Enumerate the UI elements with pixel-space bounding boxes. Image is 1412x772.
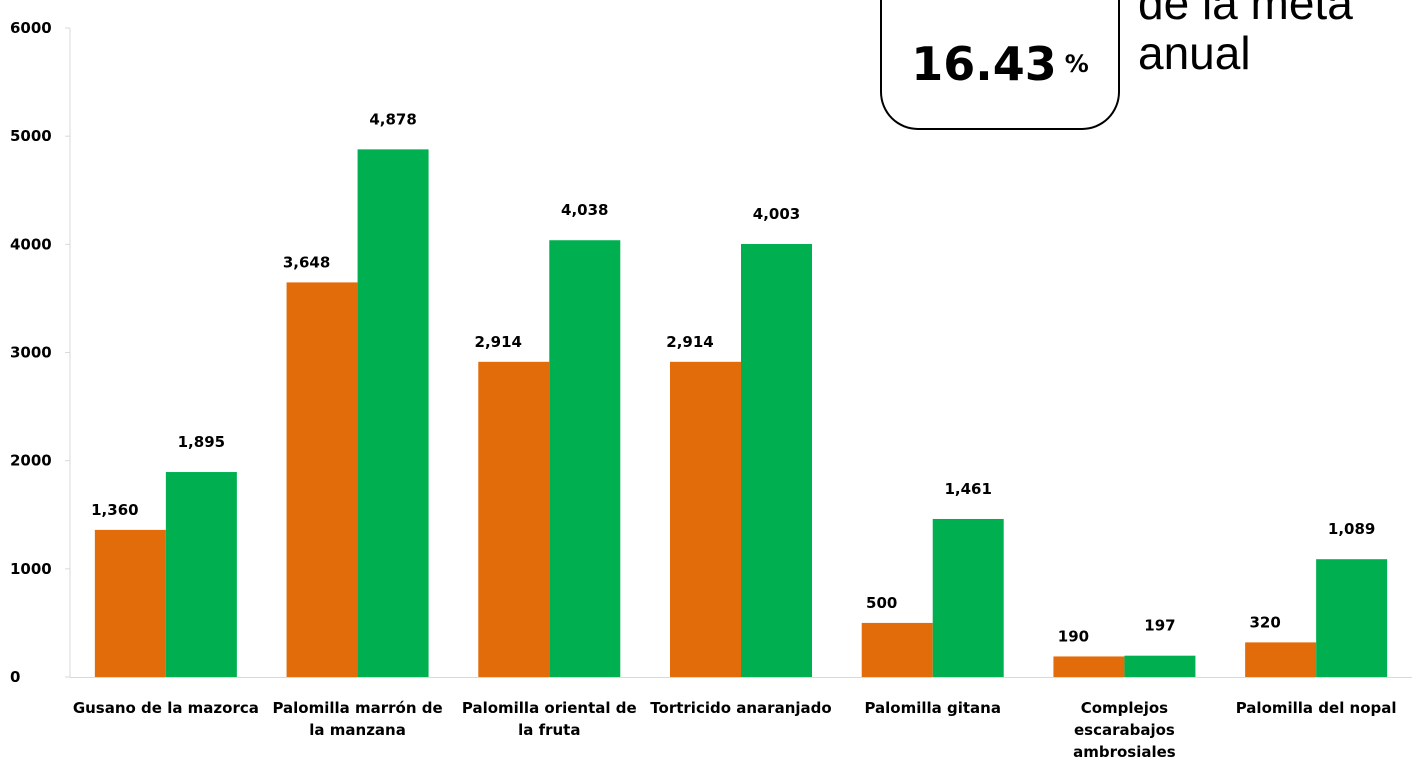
y-tick-label: 4000 xyxy=(10,235,52,253)
category-label: Gusano de la mazorca xyxy=(73,699,259,717)
bar xyxy=(1053,656,1125,677)
data-label: 4,003 xyxy=(753,205,800,223)
bar xyxy=(549,240,621,677)
bar xyxy=(932,518,1004,677)
y-tick-label: 1000 xyxy=(10,560,52,578)
category-label: Palomilla oriental de la fruta xyxy=(462,699,637,739)
data-label: 4,038 xyxy=(561,201,608,219)
bars xyxy=(94,149,1388,677)
bar xyxy=(165,472,237,677)
bar xyxy=(286,282,358,677)
data-labels: 1,360 1,895 3,648 4,878 2,914 4,038 2,914 4,003… xyxy=(91,110,1375,645)
category-label: Palomilla marrón de la manzana xyxy=(272,699,442,739)
y-axis: 0 1000 2000 3000 4000 5000 6000 xyxy=(10,19,71,686)
bar xyxy=(1124,655,1196,677)
percentage-callout-box: 16.43 % xyxy=(880,0,1120,130)
callout-caption-line1: de la meta xyxy=(1138,0,1353,29)
callout-value: 16.43 xyxy=(911,37,1057,91)
bar xyxy=(741,244,812,677)
callout-caption: de la meta anual xyxy=(1138,0,1353,78)
category-labels: Gusano de la mazorca Palomilla marrón de l… xyxy=(73,699,1397,761)
bar xyxy=(357,149,429,677)
bar xyxy=(861,622,933,677)
data-label: 320 xyxy=(1249,613,1280,631)
category-label: Palomilla del nopal xyxy=(1236,699,1397,717)
callout-caption-line2: anual xyxy=(1138,27,1251,79)
y-tick-label: 5000 xyxy=(10,127,52,145)
y-tick-label: 2000 xyxy=(10,452,52,470)
bar xyxy=(1316,559,1388,677)
y-tick-label: 3000 xyxy=(10,344,52,362)
bar xyxy=(94,529,166,677)
data-label: 1,461 xyxy=(944,480,991,498)
data-label: 2,914 xyxy=(666,333,713,351)
category-label: Tortricido anaranjado xyxy=(650,699,831,717)
y-tick-label: 6000 xyxy=(10,19,52,37)
data-label: 1,895 xyxy=(178,433,225,451)
bar xyxy=(478,361,550,677)
data-label: 4,878 xyxy=(369,110,416,128)
data-label: 190 xyxy=(1058,627,1089,645)
data-label: 1,360 xyxy=(91,501,138,519)
data-label: 1,089 xyxy=(1328,520,1375,538)
category-label: Palomilla gitana xyxy=(864,699,1001,717)
y-tick-label: 0 xyxy=(10,668,20,686)
category-label: Complejos escarabajos ambrosiales xyxy=(1073,699,1176,761)
data-label: 500 xyxy=(866,594,897,612)
bar xyxy=(1245,642,1317,677)
data-label: 2,914 xyxy=(475,333,522,351)
bar xyxy=(670,361,741,677)
callout-unit: % xyxy=(1064,50,1089,78)
data-label: 197 xyxy=(1144,617,1175,635)
data-label: 3,648 xyxy=(283,253,330,271)
